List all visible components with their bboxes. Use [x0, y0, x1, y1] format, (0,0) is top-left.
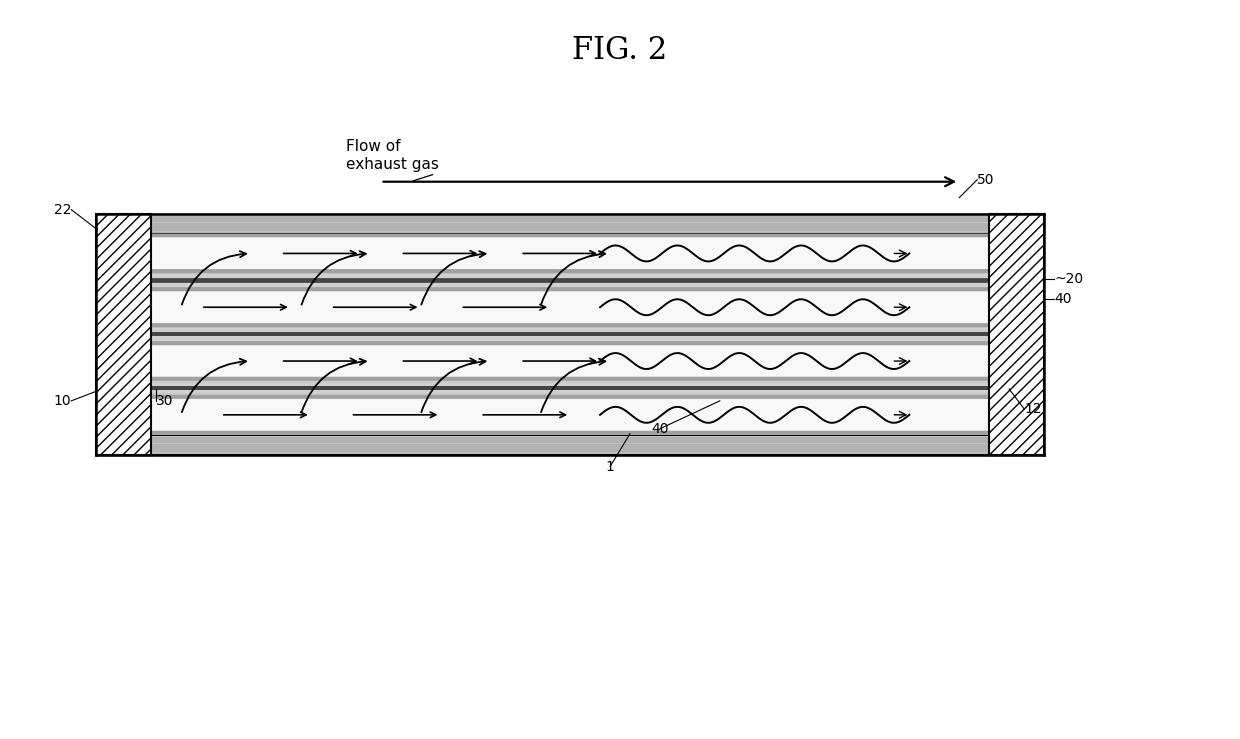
Bar — [151, 287, 990, 291]
Bar — [151, 214, 990, 233]
Bar — [151, 234, 990, 237]
Bar — [97, 273, 1044, 287]
Text: 22: 22 — [53, 202, 71, 217]
Text: 40: 40 — [1054, 292, 1071, 306]
Bar — [97, 435, 1044, 454]
Bar — [97, 214, 151, 454]
Text: 1: 1 — [605, 460, 615, 474]
Bar — [97, 234, 1044, 273]
Bar — [151, 270, 990, 273]
Bar — [97, 381, 1044, 395]
Bar — [151, 273, 990, 278]
Bar — [97, 395, 1044, 435]
Bar — [151, 431, 990, 435]
Bar — [97, 327, 1044, 341]
Bar — [990, 214, 1044, 454]
Bar — [151, 341, 990, 345]
Bar — [97, 287, 1044, 327]
Text: ~20: ~20 — [1054, 273, 1084, 286]
Bar — [151, 381, 990, 386]
Bar — [151, 336, 990, 341]
Bar — [97, 214, 1044, 234]
Bar — [151, 323, 990, 327]
Text: 12: 12 — [1024, 402, 1042, 416]
Bar — [151, 386, 990, 390]
Bar — [151, 332, 990, 336]
Bar — [151, 278, 990, 282]
Text: 40: 40 — [651, 422, 668, 436]
Text: 50: 50 — [977, 173, 994, 187]
Bar — [151, 436, 990, 454]
Bar — [151, 395, 990, 399]
Text: 10: 10 — [53, 394, 71, 408]
Bar — [151, 390, 990, 395]
Bar — [97, 341, 1044, 381]
Bar — [151, 377, 990, 381]
Bar — [151, 282, 990, 287]
Text: 30: 30 — [156, 394, 174, 408]
Text: FIG. 2: FIG. 2 — [573, 35, 667, 67]
Bar — [151, 327, 990, 332]
Text: Flow of
exhaust gas: Flow of exhaust gas — [346, 140, 439, 171]
